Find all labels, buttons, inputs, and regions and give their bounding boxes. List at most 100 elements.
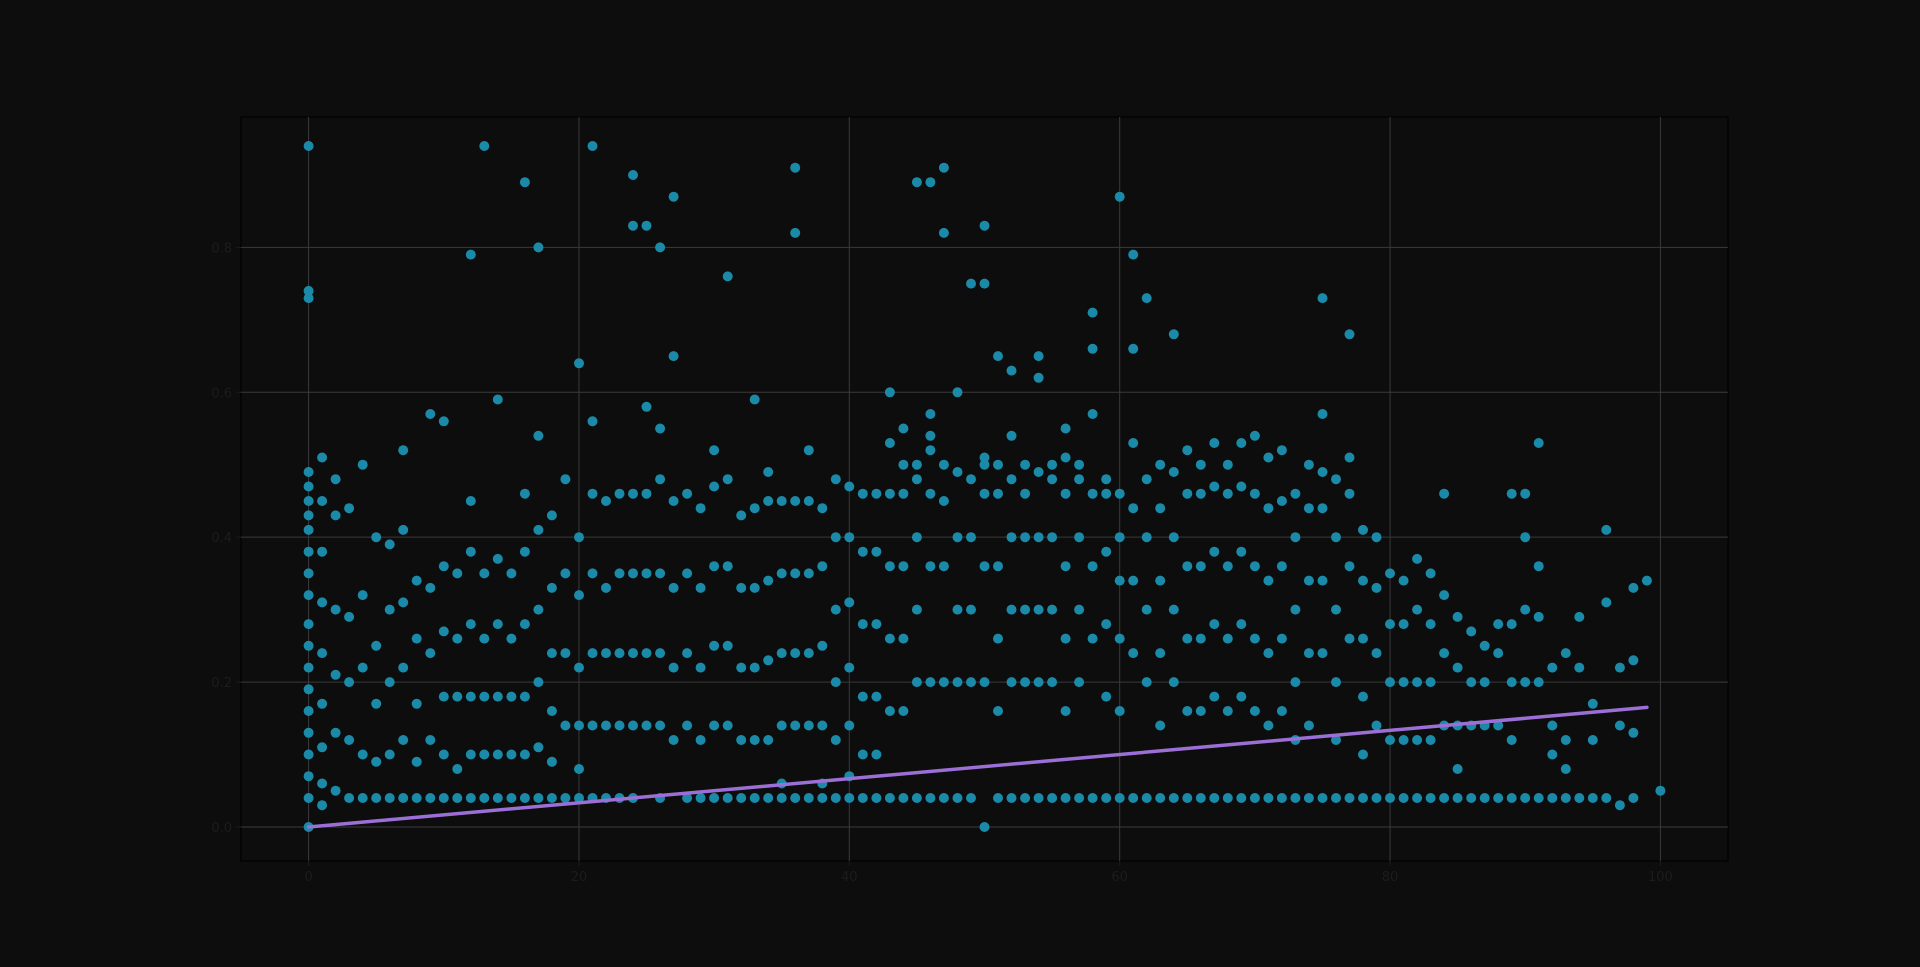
data-point (1466, 626, 1477, 637)
data-point (898, 423, 909, 434)
data-point (1006, 677, 1017, 688)
data-point (1317, 648, 1328, 659)
data-point (1033, 677, 1044, 688)
data-point (465, 546, 476, 557)
data-point (492, 793, 503, 803)
data-point (519, 488, 530, 499)
data-point (1006, 793, 1017, 803)
data-point (1263, 648, 1274, 659)
data-point (1655, 785, 1666, 796)
data-point (1128, 343, 1139, 354)
data-point (601, 720, 611, 731)
data-point (1020, 488, 1031, 499)
data-point (938, 793, 949, 803)
data-point (1425, 677, 1436, 688)
data-point (438, 793, 449, 803)
data-point (1276, 706, 1287, 716)
data-point (560, 648, 571, 659)
data-point (1425, 619, 1436, 630)
data-point (641, 568, 652, 579)
data-point (817, 503, 828, 514)
data-point (1425, 735, 1436, 745)
data-point (398, 793, 409, 803)
data-point (384, 749, 395, 760)
data-point (1209, 619, 1220, 630)
data-point (506, 568, 517, 579)
data-point (993, 561, 1003, 572)
data-point (776, 793, 787, 803)
data-point (344, 735, 355, 745)
data-point (330, 785, 341, 796)
data-point (1547, 749, 1558, 760)
data-point (1168, 793, 1179, 803)
data-point (344, 793, 355, 803)
data-point (722, 640, 733, 651)
data-point (898, 488, 909, 499)
data-point (857, 619, 868, 630)
data-point (560, 793, 571, 803)
data-point (1128, 438, 1139, 448)
data-point (317, 698, 328, 709)
data-point (1614, 720, 1625, 731)
data-point (1114, 488, 1125, 499)
data-point (1195, 633, 1206, 644)
data-point (1047, 677, 1058, 688)
data-point (1047, 793, 1058, 803)
data-point (1182, 488, 1193, 499)
data-point (479, 793, 490, 803)
data-point (1506, 793, 1517, 803)
data-point (884, 438, 895, 448)
data-point (790, 720, 801, 731)
data-point (1547, 793, 1558, 803)
data-point (911, 459, 922, 470)
data-point (384, 604, 395, 615)
data-point (492, 619, 503, 630)
data-point (546, 582, 557, 593)
data-point (1303, 648, 1314, 659)
data-point (938, 459, 949, 470)
data-point (628, 720, 638, 731)
data-point (384, 539, 395, 550)
data-point (1628, 793, 1639, 803)
data-point (1168, 604, 1179, 615)
data-point (1101, 691, 1112, 702)
data-point (574, 764, 584, 774)
data-point (411, 575, 422, 586)
data-point (614, 488, 625, 499)
data-point (1168, 532, 1179, 543)
x-axis-ticks: 0 20 40 60 80 100 (304, 861, 1673, 885)
data-point (898, 633, 909, 644)
data-point (1601, 524, 1612, 535)
data-point (1155, 793, 1166, 803)
data-point (871, 793, 882, 803)
data-point (1128, 503, 1139, 514)
data-point (1493, 720, 1504, 731)
x-tick-label: 100 (1648, 870, 1673, 885)
data-point (979, 677, 990, 688)
data-point (1128, 249, 1139, 260)
data-point (317, 546, 328, 557)
data-point (1493, 793, 1504, 803)
data-point (1236, 619, 1247, 630)
data-point (695, 582, 706, 593)
data-point (1141, 604, 1152, 615)
data-point (628, 488, 638, 499)
data-point (709, 481, 720, 492)
data-point (938, 227, 949, 238)
data-point (1222, 488, 1233, 499)
data-point (1047, 474, 1058, 485)
data-point (411, 793, 422, 803)
data-point (452, 568, 463, 579)
data-point (1290, 793, 1301, 803)
data-point (966, 474, 976, 485)
data-point (925, 561, 936, 572)
data-point (1358, 691, 1368, 702)
data-point (803, 720, 814, 731)
data-point (1222, 561, 1233, 572)
data-point (601, 496, 611, 506)
data-point (1195, 793, 1206, 803)
data-point (1331, 604, 1341, 615)
data-point (1141, 293, 1152, 304)
data-point (1249, 561, 1260, 572)
data-point (1182, 706, 1193, 716)
